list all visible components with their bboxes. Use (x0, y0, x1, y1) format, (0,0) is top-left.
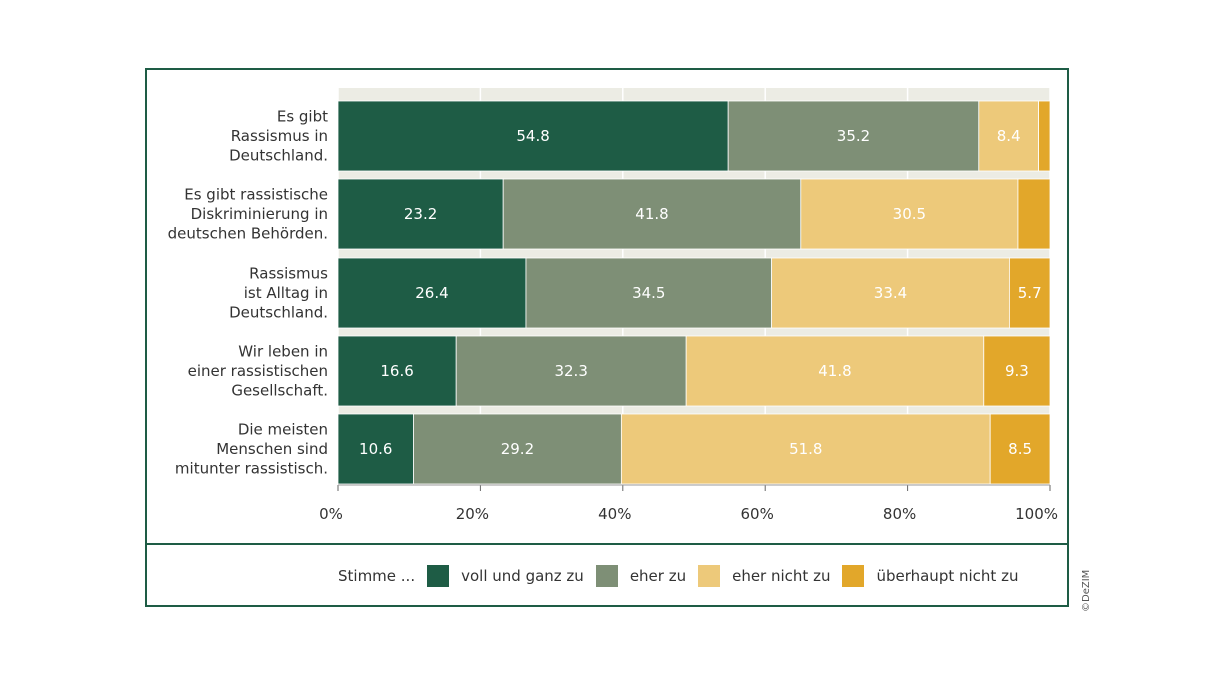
credit-text: ©DeZIM (1081, 569, 1092, 612)
bar-segment (727, 100, 980, 172)
data-label: 26.4 (415, 284, 448, 302)
bars: 54.8 35.2 8.4 23.2 41.8 30.5 26.4 34.5 33.4 5.7 16… (337, 100, 1051, 485)
category-label: Gesellschaft. (231, 382, 328, 400)
bar-segment (337, 413, 414, 485)
category-label: Wir leben in (238, 343, 328, 361)
bar-segment (337, 178, 504, 250)
bar-segment (1017, 178, 1051, 250)
bar-segment (800, 178, 1019, 250)
bar-segment (455, 335, 687, 407)
x-tick-label: 100% (1015, 505, 1058, 523)
legend-item: voll und ganz zu (427, 565, 584, 587)
data-label: 35.2 (837, 127, 870, 145)
category-label: einer rassistischen (188, 362, 328, 380)
data-label: 54.8 (516, 127, 549, 145)
legend-swatch (427, 565, 450, 587)
category-label: Rassismus in (231, 127, 328, 145)
legend-label: voll und ganz zu (461, 567, 584, 585)
legend-divider (145, 543, 1069, 545)
legend-label: überhaupt nicht zu (876, 567, 1019, 585)
bar-segment (502, 178, 802, 250)
category-label: Menschen sind (216, 440, 328, 458)
x-tick-label: 0% (319, 505, 343, 523)
data-label: 30.5 (893, 205, 926, 223)
category-label: Deutschland. (229, 304, 328, 322)
data-label: 16.6 (380, 362, 413, 380)
legend-item: eher nicht zu (698, 565, 830, 587)
x-axis: 0% 20% 40% 60% 80% 100% (319, 484, 1058, 523)
category-label: deutschen Behörden. (168, 225, 328, 243)
category-label: Diskriminierung in (191, 205, 328, 223)
x-tick-label: 60% (741, 505, 774, 523)
x-tick-label: 80% (883, 505, 916, 523)
legend-swatch (698, 565, 721, 587)
category-label: Es gibt rassistische (184, 186, 328, 204)
legend: Stimme ... voll und ganz zu eher zu eher n… (338, 564, 1030, 588)
legend-prefix: Stimme ... (338, 567, 416, 585)
bar-segment (1038, 100, 1051, 172)
category-label: Deutschland. (229, 147, 328, 165)
bar-segment (413, 413, 622, 485)
legend-item: überhaupt nicht zu (842, 565, 1018, 587)
legend-item: eher zu (595, 565, 687, 587)
legend-swatch (595, 565, 618, 587)
data-label: 51.8 (789, 440, 822, 458)
data-label: 9.3 (1005, 362, 1029, 380)
data-label: 32.3 (554, 362, 587, 380)
data-label: 34.5 (632, 284, 665, 302)
bar-segment (1009, 257, 1051, 329)
category-label: Rassismus (249, 265, 328, 283)
category-label: mitunter rassistisch. (175, 460, 328, 478)
legend-label: eher zu (629, 567, 687, 585)
bar-segment (983, 335, 1051, 407)
data-label: 29.2 (501, 440, 534, 458)
bar-segment (337, 335, 457, 407)
data-label: 41.8 (635, 205, 668, 223)
category-label: ist Alltag in (244, 284, 328, 302)
bar-segment (989, 413, 1051, 485)
legend-swatch (842, 565, 865, 587)
category-label: Die meisten (238, 421, 328, 439)
category-label: Es gibt (277, 108, 328, 126)
bar-segment (337, 100, 729, 172)
data-label: 8.5 (1008, 440, 1032, 458)
bar-segment (525, 257, 773, 329)
data-label: 23.2 (404, 205, 437, 223)
x-tick-label: 20% (456, 505, 489, 523)
bar-segment (978, 100, 1040, 172)
data-label: 33.4 (874, 284, 907, 302)
bar-segment (685, 335, 985, 407)
data-label: 10.6 (359, 440, 392, 458)
data-label: 41.8 (818, 362, 851, 380)
chart-frame (145, 68, 1069, 607)
data-label: 5.7 (1018, 284, 1042, 302)
legend-label: eher nicht zu (732, 567, 831, 585)
x-tick-label: 40% (598, 505, 631, 523)
data-label: 8.4 (997, 127, 1021, 145)
bar-segment (620, 413, 991, 485)
